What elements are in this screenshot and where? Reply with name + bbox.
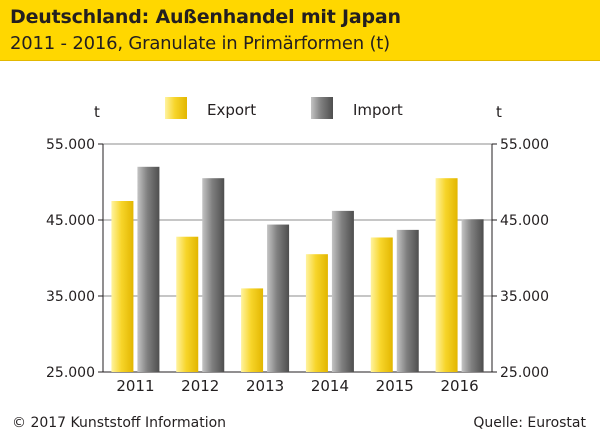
- export-bar-2016: [435, 178, 458, 372]
- chart-subtitle: 2011 - 2016, Granulate in Primärformen (…: [10, 33, 390, 54]
- export-bar-2015: [370, 237, 393, 372]
- x-tick-label-2011: 2011: [116, 377, 154, 395]
- y-tick-label-left: 35.000: [46, 289, 95, 305]
- chart-title: Deutschland: Außenhandel mit Japan: [10, 6, 401, 28]
- y-tick-label-right: 55.000: [500, 137, 549, 153]
- legend-export-label: Export: [207, 101, 256, 119]
- x-tick-label-2013: 2013: [246, 377, 284, 395]
- y-tick-label-left: 45.000: [46, 213, 95, 229]
- x-tick-label-2016: 2016: [440, 377, 478, 395]
- y-tick-label-right: 25.000: [500, 365, 549, 381]
- legend-import-swatch: [311, 97, 333, 119]
- legend-import-label: Import: [353, 101, 403, 119]
- import-bar-2014: [331, 210, 354, 372]
- export-bar-2012: [176, 236, 199, 372]
- y-tick-label-left: 55.000: [46, 137, 95, 153]
- bar-chart: 25.000 25.000 35.000 35.000 45.000 45.000 55.0…: [46, 97, 549, 395]
- y-axis-unit-left: t: [94, 103, 100, 121]
- legend-export-swatch: [165, 97, 187, 119]
- x-tick-label-2014: 2014: [311, 377, 349, 395]
- header-banner: Deutschland: Außenhandel mit Japan 2011 …: [0, 0, 600, 61]
- export-bar-2013: [241, 288, 264, 372]
- y-tick-label-left: 25.000: [46, 365, 95, 381]
- export-bar-2011: [111, 201, 134, 372]
- export-bar-2014: [305, 254, 328, 372]
- y-tick-label-right: 35.000: [500, 289, 549, 305]
- import-bar-2012: [202, 178, 225, 372]
- import-bar-2016: [461, 219, 484, 372]
- source-text: Quelle: Eurostat: [473, 415, 586, 431]
- copyright-text: © 2017 Kunststoff Information: [12, 415, 227, 431]
- x-tick-label-2015: 2015: [376, 377, 414, 395]
- y-axis-unit-right: t: [496, 103, 502, 121]
- import-bar-2013: [267, 224, 290, 372]
- import-bar-2015: [396, 229, 419, 372]
- x-tick-label-2012: 2012: [181, 377, 219, 395]
- import-bar-2011: [137, 166, 160, 372]
- y-tick-label-right: 45.000: [500, 213, 549, 229]
